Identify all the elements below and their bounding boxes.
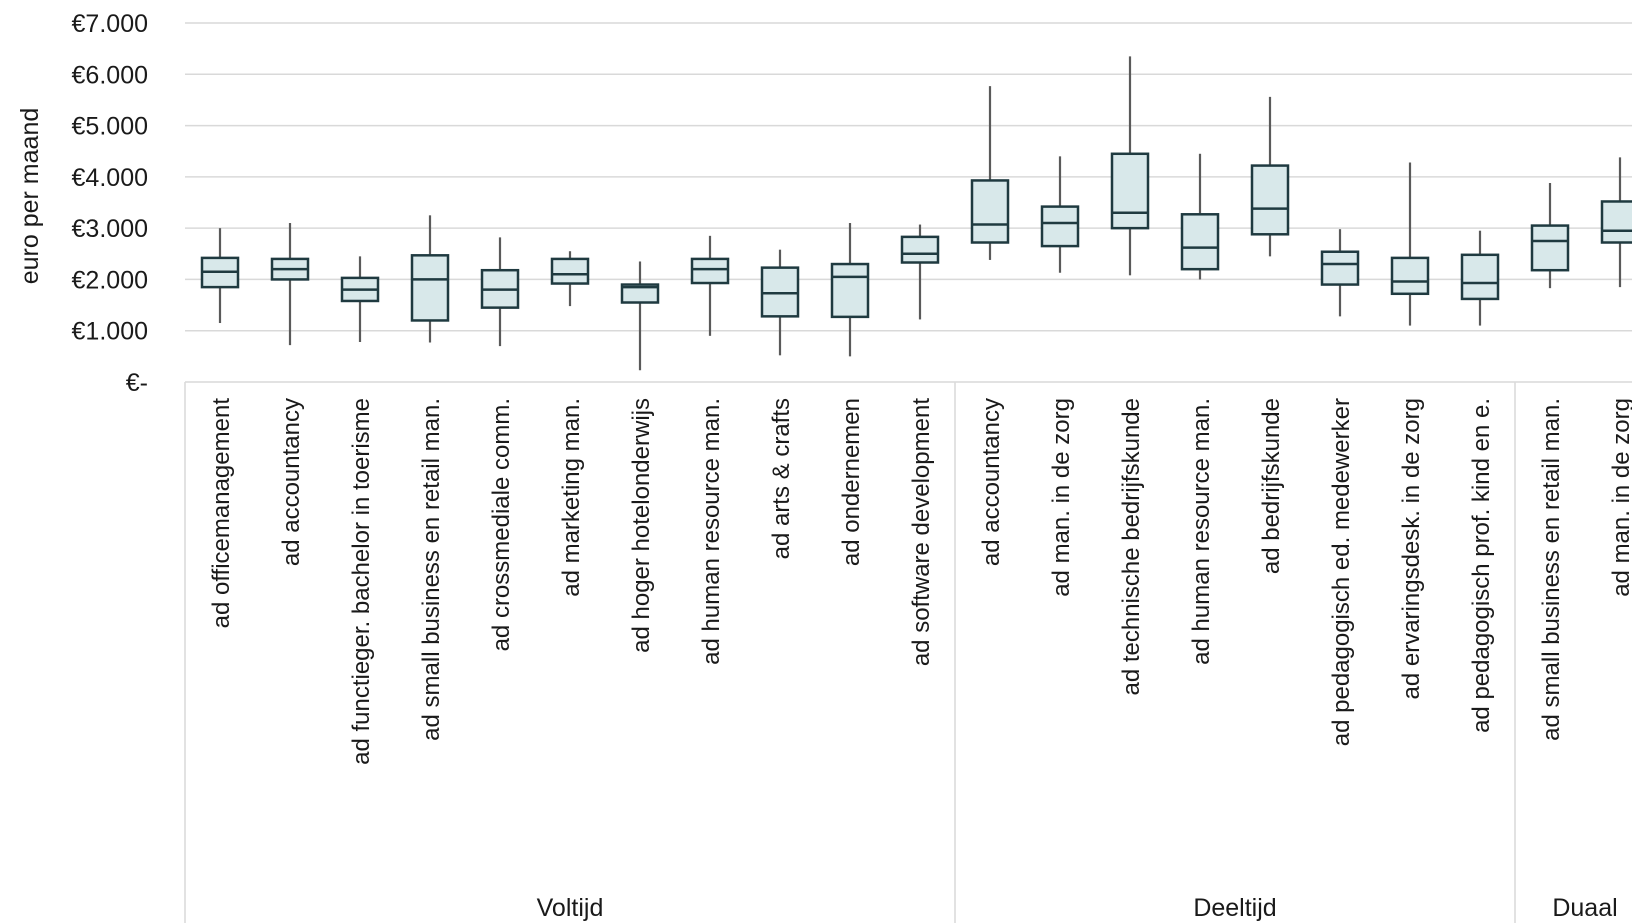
box-15	[1180, 153, 1220, 280]
x-category-label: ad human resource man.	[1188, 398, 1215, 665]
x-category-label: ad functieger. bachelor in toerisme	[348, 398, 375, 765]
x-category-label: ad arts & crafts	[768, 398, 795, 559]
group-label: Voltijd	[537, 894, 604, 922]
group-labels: Voltijd Deeltijd Duaal	[537, 894, 1618, 922]
x-category-label: ad hoger hotelonderwijs	[628, 398, 655, 653]
x-category-label: ad man. in de zorg	[1608, 398, 1632, 597]
box-iqr	[1180, 213, 1220, 271]
y-tick-label: €7.000	[72, 10, 148, 38]
y-tick-label: €3.000	[72, 215, 148, 243]
box-16	[1250, 96, 1290, 257]
box-6	[550, 251, 590, 307]
y-axis-ticks: €- €1.000 €2.000 €3.000 €4.000 €5.000 €6.000 €7…	[72, 10, 148, 397]
category-separators	[184, 381, 1632, 923]
x-category-label: ad accountancy	[978, 398, 1005, 566]
x-category-label: ad ondernemen	[838, 398, 865, 566]
box-iqr	[1390, 256, 1430, 296]
y-tick-label: €5.000	[72, 113, 148, 141]
box-11	[900, 224, 940, 320]
box-17	[1320, 229, 1360, 317]
x-category-label: ad small business en retail man.	[1538, 398, 1565, 741]
x-category-label: ad human resource man.	[698, 398, 725, 665]
box-1	[200, 228, 240, 324]
x-category-label: ad accountancy	[278, 398, 305, 566]
box-5	[480, 237, 520, 347]
box-3	[340, 256, 380, 342]
box-iqr	[690, 257, 730, 285]
box-13	[1040, 156, 1080, 273]
box-14	[1110, 56, 1150, 276]
group-label: Deeltijd	[1193, 894, 1276, 922]
box-iqr	[410, 254, 450, 322]
x-category-label: ad pedagogisch ed. medewerker	[1328, 398, 1355, 746]
box-iqr	[760, 266, 800, 318]
x-category-label: ad ervaringsdesk. in de zorg	[1398, 398, 1425, 700]
box-iqr	[1530, 224, 1570, 272]
x-category-label: ad officemanagement	[208, 398, 235, 629]
x-category-label: ad crossmediale comm.	[488, 398, 515, 651]
box-iqr	[1250, 164, 1290, 236]
box-iqr	[900, 235, 940, 264]
box-series	[200, 56, 1632, 371]
y-tick-label: €2.000	[72, 266, 148, 294]
x-axis-category-labels: ad officemanagement ad accountancy ad func…	[208, 398, 1632, 765]
box-20	[1530, 183, 1570, 289]
box-18	[1390, 162, 1430, 326]
box-iqr	[1600, 200, 1632, 244]
box-iqr	[970, 179, 1010, 244]
box-4	[410, 215, 450, 343]
x-category-label: ad bedrijfskunde	[1258, 398, 1285, 574]
y-tick-label: €-	[126, 369, 148, 397]
box-iqr	[830, 262, 870, 319]
box-iqr	[1460, 253, 1500, 301]
x-category-label: ad small business en retail man.	[418, 398, 445, 741]
box-iqr	[550, 257, 590, 285]
y-axis-label: euro per maand	[16, 108, 44, 285]
x-category-label: ad marketing man.	[558, 398, 585, 597]
box-19	[1460, 230, 1500, 326]
y-tick-label: €4.000	[72, 164, 148, 192]
box-iqr	[620, 283, 660, 304]
box-12	[970, 86, 1010, 260]
box-21	[1600, 157, 1632, 288]
box-7	[620, 261, 660, 371]
y-tick-label: €1.000	[72, 318, 148, 346]
box-iqr	[1320, 250, 1360, 286]
y-tick-label: €6.000	[72, 61, 148, 89]
x-category-label: ad man. in de zorg	[1048, 398, 1075, 597]
box-9	[760, 249, 800, 356]
box-iqr	[1040, 205, 1080, 248]
group-label: Duaal	[1552, 894, 1617, 922]
x-category-label: ad technische bedrijfskunde	[1118, 398, 1145, 696]
box-8	[690, 235, 730, 336]
box-iqr	[1110, 152, 1150, 230]
x-category-label: ad software development	[908, 398, 935, 666]
box-2	[270, 223, 310, 346]
box-10	[830, 223, 870, 357]
x-category-label: ad pedagogisch prof. kind en e.	[1468, 398, 1495, 733]
